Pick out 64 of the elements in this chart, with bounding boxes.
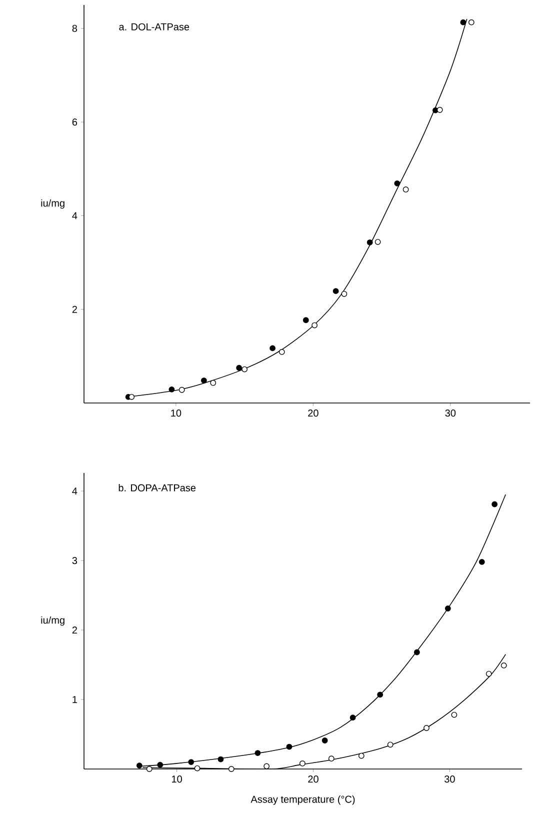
y-tick-label: 3 [72, 557, 78, 564]
point [328, 756, 334, 762]
y-axis-title: iu/mg [41, 616, 64, 626]
point [492, 501, 498, 508]
point [188, 759, 194, 765]
x-tick-label: 30 [444, 776, 455, 783]
point [278, 349, 285, 355]
point [194, 765, 200, 772]
point [436, 106, 443, 113]
x-axis-title: Assay temperature (°C) [250, 795, 355, 805]
point [486, 670, 492, 677]
point [168, 386, 175, 392]
point [478, 558, 485, 565]
x-tick-label: 20 [308, 410, 318, 417]
x-tick-label: 10 [171, 410, 182, 417]
y-tick-label: 8 [72, 24, 78, 32]
point [468, 19, 474, 26]
point [286, 744, 292, 750]
point [451, 712, 458, 718]
point [242, 366, 248, 372]
y-tick-label: 2 [72, 306, 77, 313]
point [332, 288, 339, 294]
point [341, 290, 348, 297]
point [312, 322, 318, 328]
y-tick-label: 4 [72, 212, 78, 220]
point [157, 762, 164, 768]
point [500, 662, 507, 668]
point [358, 752, 364, 759]
y-tick-label: 2 [72, 626, 77, 634]
y-tick-label: 1 [72, 696, 77, 703]
point [424, 725, 430, 731]
y-tick-label: 4 [72, 488, 78, 494]
point [414, 649, 420, 656]
point [128, 394, 135, 400]
x-tick-label: 20 [308, 776, 318, 783]
point [350, 714, 356, 721]
point [228, 766, 234, 772]
point [254, 750, 261, 756]
point [236, 364, 242, 371]
point [300, 760, 306, 766]
point [178, 386, 185, 393]
point [460, 19, 466, 26]
y-tick-label: 6 [72, 118, 78, 126]
point [136, 762, 142, 768]
point [366, 239, 373, 246]
point [218, 756, 224, 762]
point [402, 186, 409, 192]
point [146, 766, 152, 772]
x-tick-label: 30 [445, 410, 456, 417]
point [444, 606, 451, 612]
point [377, 692, 384, 698]
y-axis-title: iu/mg [41, 199, 64, 209]
text: a. DOL-ATPase [119, 23, 190, 30]
point [374, 238, 381, 245]
point [264, 763, 270, 770]
point [387, 742, 394, 748]
point [322, 738, 328, 744]
point [394, 180, 400, 186]
x-tick-label: 10 [172, 776, 182, 783]
text: b. DOPA-ATPase [118, 484, 196, 492]
point [302, 317, 309, 324]
point [210, 380, 216, 386]
point [270, 345, 276, 352]
point [200, 378, 207, 384]
